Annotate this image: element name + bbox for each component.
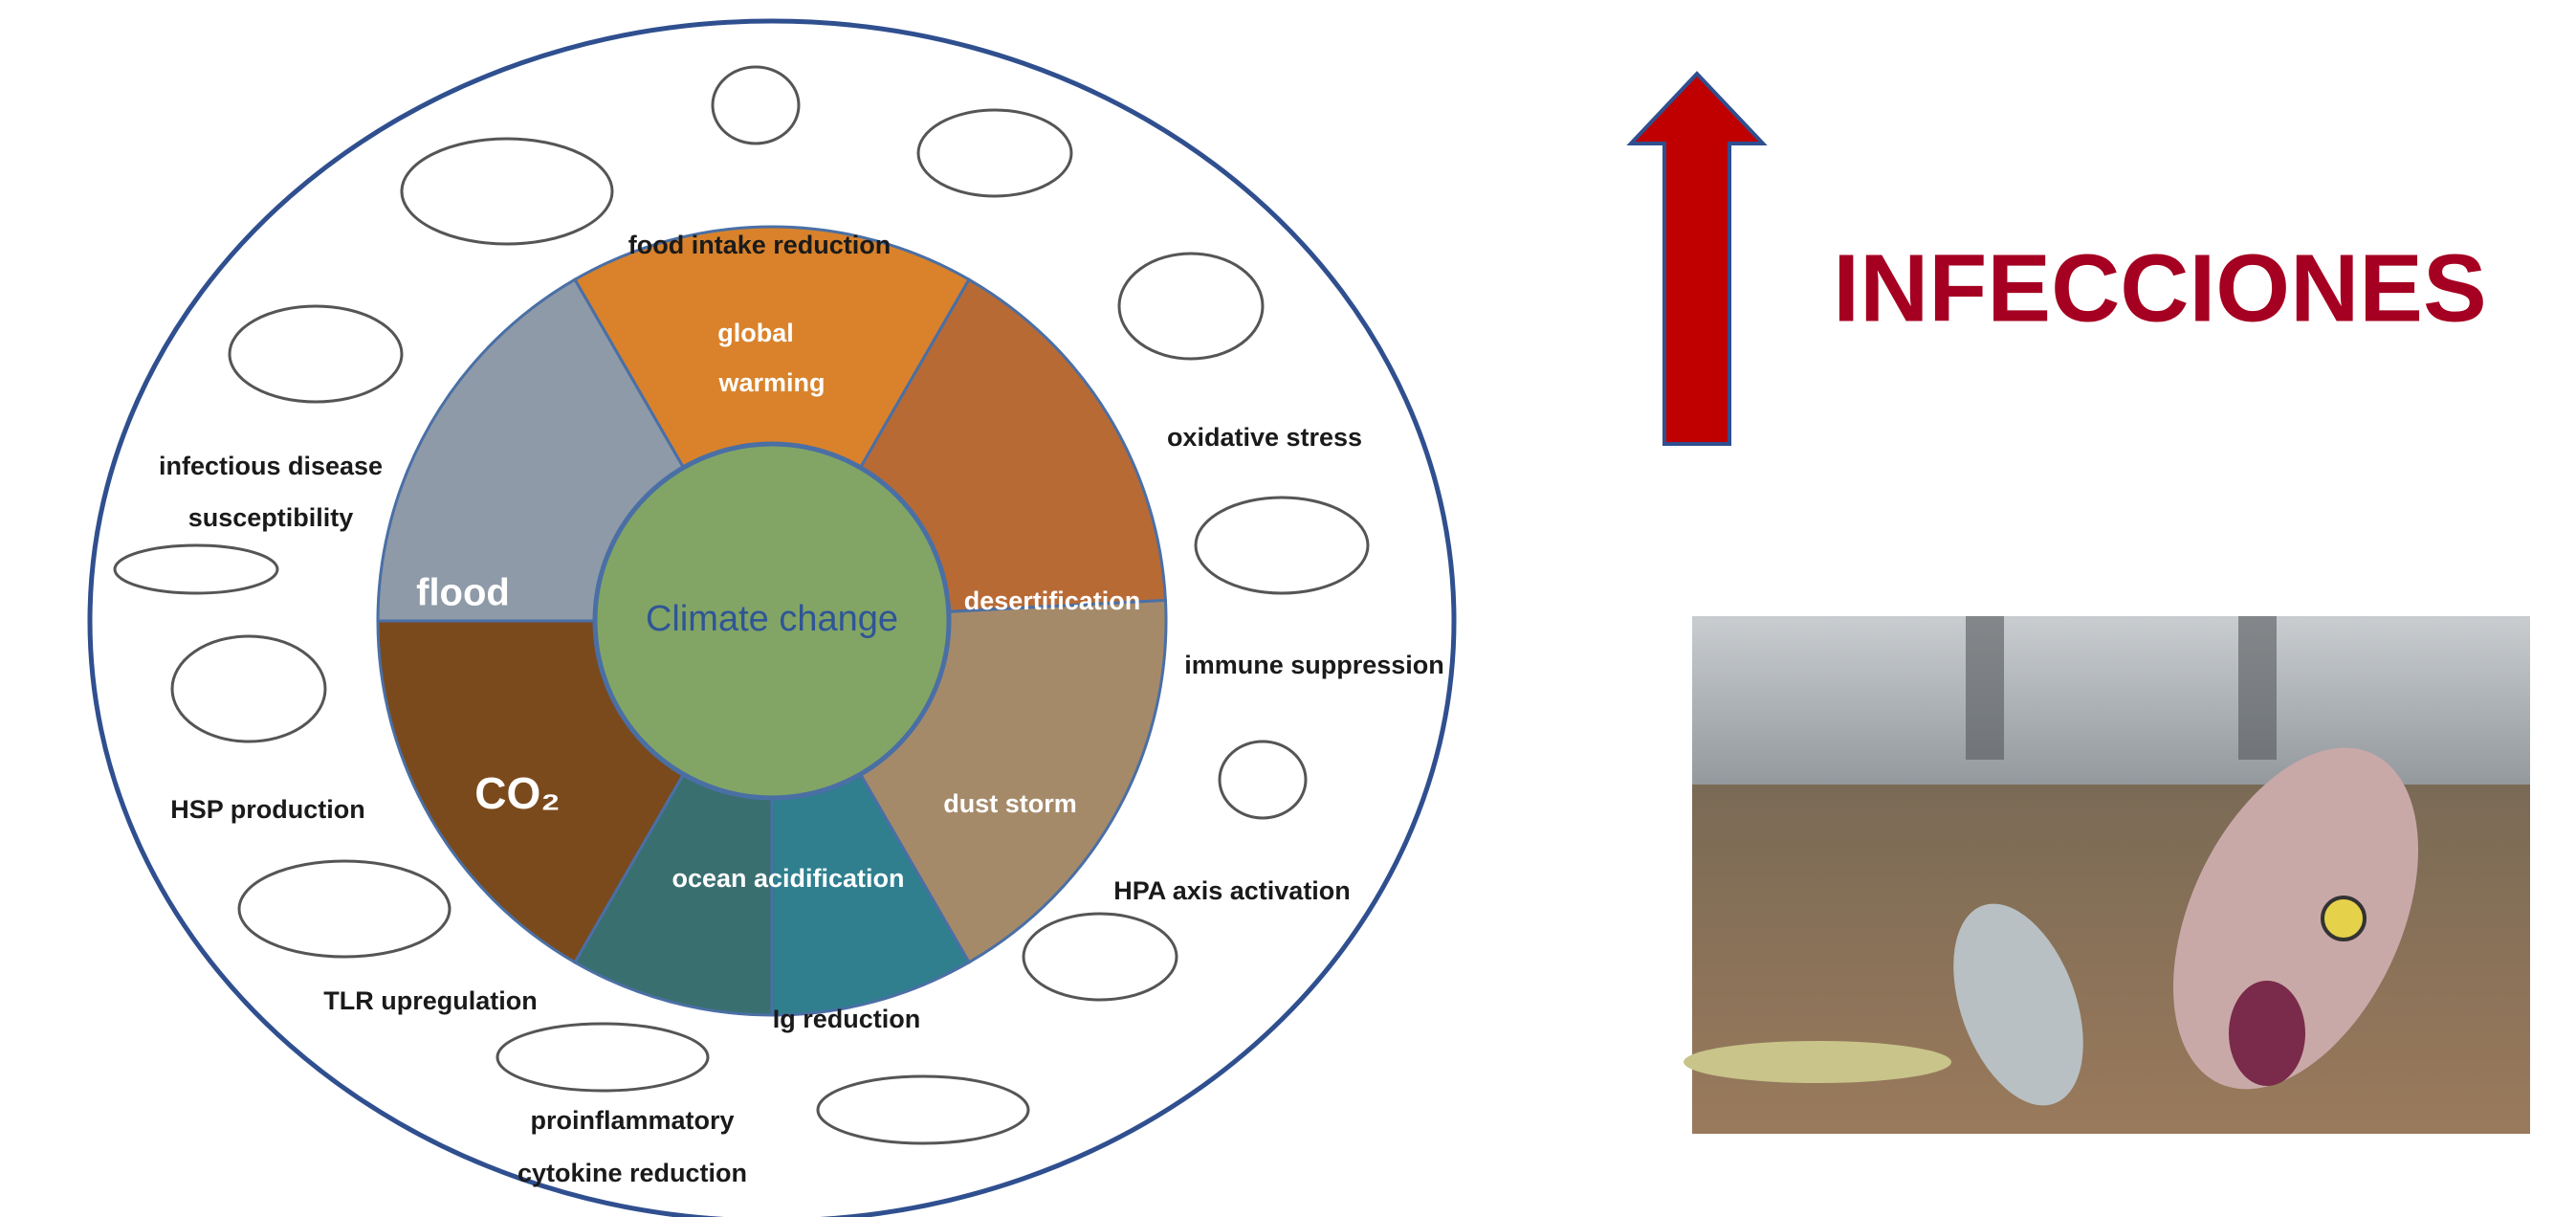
cause-label: ocean acidification (672, 864, 904, 893)
fish-icon (495, 1022, 710, 1093)
sheep-icon (1117, 252, 1265, 361)
arrow-label: INFECCIONES (1833, 234, 2486, 342)
cow-icon (228, 304, 404, 404)
cause-label: global (717, 319, 794, 347)
pig-icon (400, 137, 614, 246)
center-label: Climate change (646, 599, 898, 639)
dead-fish-photo (1684, 616, 2530, 1134)
photo-reflection (1966, 616, 2004, 760)
effect-label: cytokine reduction (517, 1159, 747, 1187)
photo-fish (2172, 747, 2419, 1090)
effect-label: HSP production (170, 795, 365, 824)
cow-icon (1194, 496, 1370, 595)
sheep-icon (170, 634, 327, 743)
goat-icon (1022, 912, 1178, 1002)
photo-fish (1953, 903, 2083, 1106)
photo-fish (1684, 1041, 1951, 1083)
photo-reflection (2238, 616, 2277, 760)
cause-label: desertification (964, 586, 1141, 615)
effect-label: food intake reduction (628, 231, 892, 259)
cause-label: warming (717, 368, 825, 397)
effect-label: proinflammatory (530, 1106, 734, 1135)
cause-label: dust storm (943, 789, 1077, 818)
effect-label: TLR upregulation (323, 986, 537, 1015)
chicken-icon (1218, 740, 1308, 820)
fish-icon (113, 543, 279, 595)
fish-icon (816, 1074, 1030, 1145)
effect-label: oxidative stress (1167, 423, 1362, 452)
photo-fish-eye (2321, 896, 2367, 941)
cause-label: flood (416, 572, 510, 614)
cause-label: CO₂ (474, 768, 560, 818)
goat-icon (916, 108, 1073, 198)
effect-label: HPA axis activation (1113, 876, 1351, 905)
pig-icon (237, 859, 451, 959)
cause-ring (376, 225, 1168, 1017)
animal-icons (113, 65, 1370, 1145)
photo-water (1692, 616, 2530, 808)
effect-label: Ig reduction (773, 1005, 921, 1033)
effect-label: susceptibility (188, 503, 354, 532)
chicken-icon (711, 65, 801, 145)
center-circle (592, 441, 952, 801)
climate-wheel: Climate change global warming desertific… (87, 18, 1457, 1217)
up-arrow (1626, 71, 1768, 446)
effect-label: infectious disease (159, 452, 383, 480)
effect-label: immune suppression (1184, 651, 1444, 679)
photo-fish-mouth (2229, 981, 2305, 1086)
